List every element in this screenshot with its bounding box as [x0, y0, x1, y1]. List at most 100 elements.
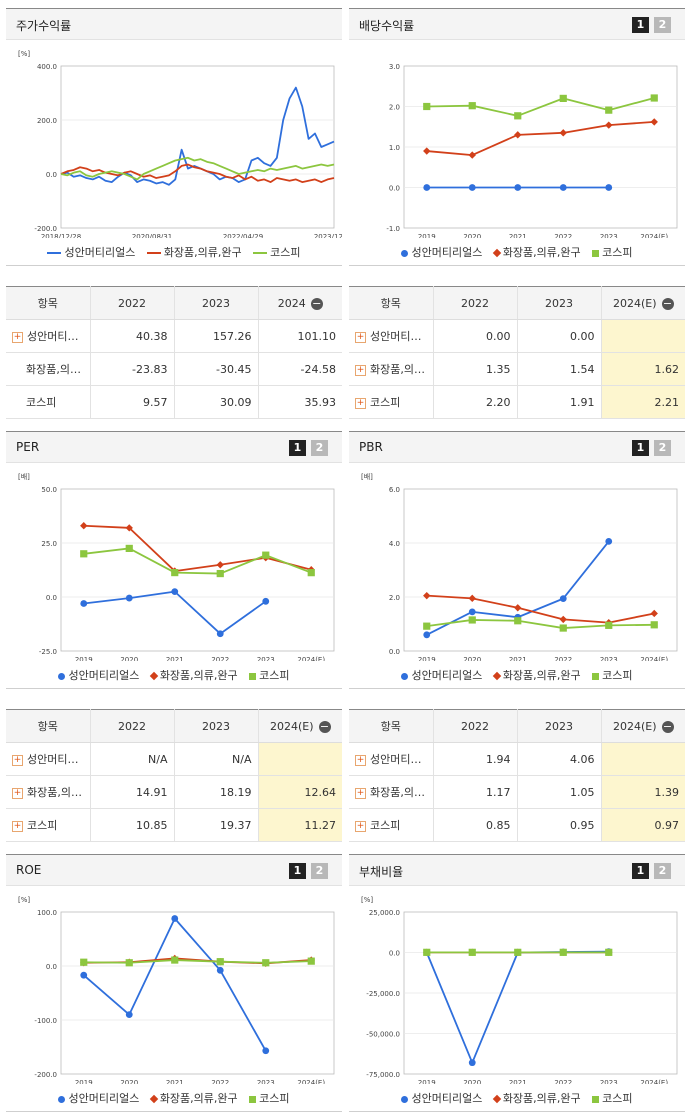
expand-plus-icon[interactable]: +: [12, 331, 23, 343]
table-cell: 157.26: [174, 319, 259, 353]
data-point: [650, 118, 658, 126]
tab-1-button[interactable]: 1: [632, 440, 649, 456]
data-point: [468, 948, 476, 956]
dividend-chart: 3.0 2.0 1.0 0.0 -1.0 2019 2020 2021 2022 2023 2024…: [386, 63, 678, 238]
expand-plus-icon[interactable]: +: [12, 754, 23, 766]
data-point: [125, 594, 133, 602]
tab-2-button[interactable]: 2: [311, 863, 328, 879]
table-cell: 19.37: [174, 808, 259, 842]
x-tick-label: 2019: [418, 656, 436, 661]
y-axis-unit: [%]: [18, 50, 30, 58]
data-point: [171, 568, 179, 577]
data-point: [423, 591, 431, 600]
data-point: [216, 569, 224, 578]
legend-item: 성안머티리얼스: [401, 244, 482, 260]
data-point: [423, 184, 431, 191]
plot-frame: [403, 488, 678, 652]
y-tick-label: 200.0: [37, 117, 57, 125]
tab-1-button[interactable]: 1: [289, 440, 306, 456]
expand-plus-icon[interactable]: +: [355, 331, 366, 343]
panel-header: 부채비율 1 2: [349, 854, 685, 886]
column-header: 항목: [349, 286, 434, 320]
y-tick-label: 2.0: [389, 594, 400, 602]
series-line: [83, 590, 267, 635]
collapse-minus-icon[interactable]: −: [661, 296, 674, 310]
table-cell: 4.06: [517, 742, 602, 776]
legend-diamond-icon: [492, 1094, 502, 1104]
column-header-2024e: 2024(E) −: [258, 709, 342, 743]
table-cell: 10.85: [90, 808, 175, 842]
data-point: [423, 631, 431, 639]
x-tick-label: 2020: [120, 1079, 138, 1084]
data-point: [468, 102, 476, 110]
data-point: [468, 1059, 476, 1067]
chart-legend: 성안머티리얼스 화장품,의류,완구 코스피: [6, 667, 342, 683]
collapse-minus-icon[interactable]: −: [310, 296, 323, 310]
legend-square-icon: [249, 1095, 257, 1103]
chart-legend: 성안머티리얼스 화장품,의류,완구 코스피: [349, 1090, 685, 1106]
expand-plus-icon[interactable]: +: [355, 754, 366, 766]
x-tick-label: 2021: [509, 1079, 527, 1084]
data-point: [650, 609, 658, 618]
x-tick-label: 2021: [166, 656, 184, 661]
legend-item: 화장품,의류,완구: [146, 244, 242, 260]
tab-2-button[interactable]: 2: [311, 440, 328, 456]
table-row: + 코스피 2.20 1.91 2.21: [349, 385, 685, 419]
table-cell: 2.20: [433, 385, 518, 419]
y-tick-label: 6.0: [389, 486, 400, 494]
series-line: [425, 950, 609, 1064]
tab-1-button[interactable]: 1: [632, 17, 649, 33]
column-header: 2023: [174, 709, 259, 743]
collapse-minus-icon[interactable]: −: [318, 719, 331, 733]
legend-circle-icon: [401, 249, 409, 257]
data-point: [262, 551, 270, 559]
data-point: [650, 621, 658, 629]
legend-line-icon: [253, 252, 268, 254]
y-tick-label: -100.0: [34, 1017, 57, 1025]
column-header: 2022: [90, 286, 175, 320]
tab-2-button[interactable]: 2: [654, 17, 671, 33]
table-cell: 1.62: [601, 352, 685, 386]
y-tick-label: 0.0: [389, 648, 400, 656]
data-point: [171, 915, 179, 922]
legend-circle-icon: [401, 672, 409, 680]
legend-item: 성안머티리얼스: [401, 1090, 482, 1106]
collapse-minus-icon[interactable]: −: [661, 719, 674, 733]
legend-line-icon: [146, 252, 161, 254]
table-cell: [601, 319, 685, 353]
x-tick-label: 2020: [120, 656, 138, 661]
tab-2-button[interactable]: 2: [654, 863, 671, 879]
legend-item: 화장품,의류,완구: [492, 244, 581, 260]
chart-panel-per: PER 1 2 50.0 25.0 0.0 -25.0 [배] 2019 2020 2021 2…: [6, 431, 342, 689]
expand-plus-icon[interactable]: +: [355, 787, 366, 799]
legend-item: 성안머티리얼스: [58, 1090, 139, 1106]
table-row: + 화장품,의… 1.17 1.05 1.39: [349, 775, 685, 809]
table-row: + 성안머티… 1.94 4.06: [349, 742, 685, 776]
series-line: [83, 547, 312, 575]
expand-plus-icon[interactable]: +: [12, 820, 23, 832]
x-tick-label: 2023: [600, 656, 618, 661]
y-axis-unit: [%]: [361, 896, 373, 904]
data-point: [514, 131, 522, 139]
return-table: 항목 2022 2023 2024− + 성안머티… 40.38 157.26 1…: [6, 286, 342, 419]
tab-2-button[interactable]: 2: [654, 440, 671, 456]
table-cell: 14.91: [90, 775, 175, 809]
expand-plus-icon[interactable]: +: [355, 364, 366, 376]
per-table: 항목 2022 2023 2024(E) − + 성안머티… N/A N/A + 화장…: [6, 709, 342, 842]
tab-1-button[interactable]: 1: [632, 863, 649, 879]
table-cell: 1.91: [517, 385, 602, 419]
table-cell: 1.17: [433, 775, 518, 809]
series-line: [83, 917, 267, 1052]
y-tick-label: 1.0: [389, 144, 400, 152]
legend-item: 코스피: [592, 244, 633, 260]
chart-legend: 성안머티리얼스 화장품,의류,완구 코스피: [6, 1090, 342, 1106]
expand-plus-icon[interactable]: +: [355, 397, 366, 409]
table-row: 화장품,의… -23.83 -30.45 -24.58: [6, 352, 342, 386]
legend-diamond-icon: [492, 248, 502, 258]
x-tick-label: 2024(E): [640, 233, 668, 238]
data-point: [559, 624, 567, 632]
data-point: [468, 151, 476, 159]
expand-plus-icon[interactable]: +: [12, 787, 23, 799]
expand-plus-icon[interactable]: +: [355, 820, 366, 832]
tab-1-button[interactable]: 1: [289, 863, 306, 879]
